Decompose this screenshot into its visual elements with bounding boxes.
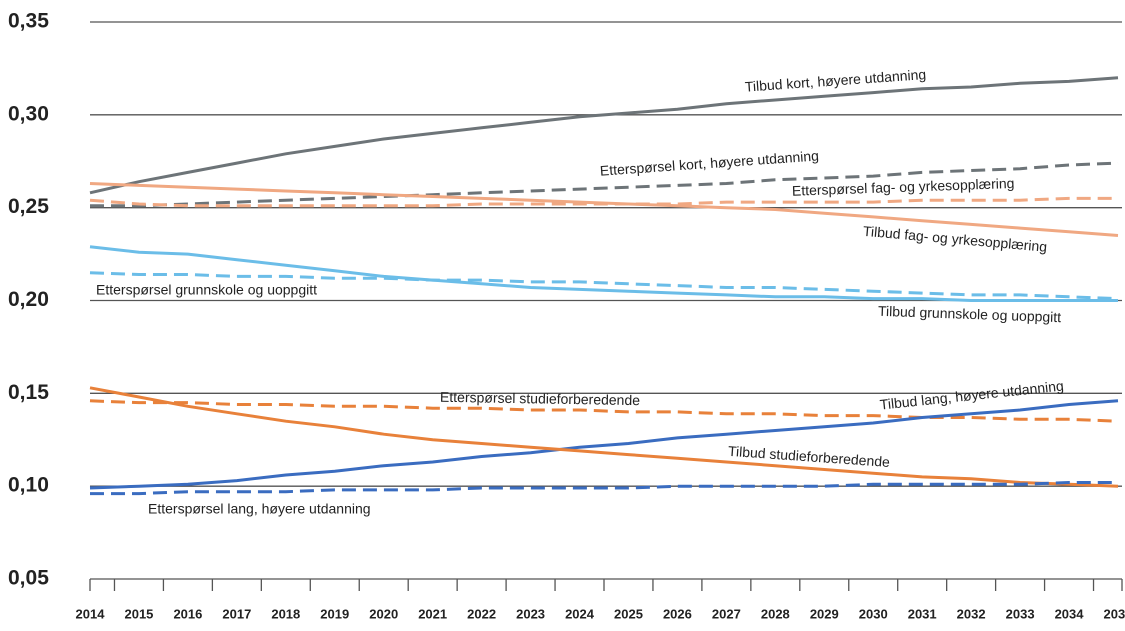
series-line bbox=[89, 182, 1119, 237]
series-line bbox=[89, 399, 1119, 490]
series-line bbox=[89, 271, 1119, 301]
x-tick-label: 2021 bbox=[418, 606, 447, 621]
x-tick-label: 2026 bbox=[663, 606, 692, 621]
series-line bbox=[89, 76, 1119, 195]
x-tick-label: 2020 bbox=[369, 606, 398, 621]
y-tick-label: 0,15 bbox=[8, 381, 49, 404]
x-tick-label: 2016 bbox=[173, 606, 202, 621]
series-line bbox=[89, 245, 1118, 302]
series-label: Etterspørsel lang, høyere utdanning bbox=[148, 501, 371, 517]
x-tick-label: 2024 bbox=[565, 606, 595, 621]
x-tick-label: 2017 bbox=[222, 606, 251, 621]
x-tick-label: 2015 bbox=[124, 606, 153, 621]
x-tick-label: 2029 bbox=[810, 606, 839, 621]
y-tick-label: 0,30 bbox=[8, 102, 49, 125]
x-tick-label: 2027 bbox=[712, 606, 741, 621]
y-tick-label: 0,20 bbox=[8, 288, 49, 311]
x-tick-label: 2032 bbox=[957, 606, 986, 621]
x-tick-label: 2014 bbox=[76, 606, 106, 621]
series-label: Tilbud studieforberedende bbox=[728, 443, 891, 470]
x-tick-label: 2034 bbox=[1055, 606, 1085, 621]
x-tick-label: 2028 bbox=[761, 606, 790, 621]
series-label: Etterspørsel studieforberedende bbox=[440, 389, 640, 408]
x-tick-label: 2033 bbox=[1006, 606, 1035, 621]
series-line bbox=[90, 481, 1118, 496]
series-line bbox=[89, 386, 1119, 488]
y-tick-label: 0,35 bbox=[8, 10, 49, 33]
x-tick-label: 2022 bbox=[467, 606, 496, 621]
series-label: Tilbud grunnskole og uoppgitt bbox=[878, 303, 1062, 325]
y-tick-label: 0,05 bbox=[8, 567, 49, 590]
x-tick-label: 2018 bbox=[271, 606, 300, 621]
series-line bbox=[89, 399, 1119, 423]
x-tick-label: 2030 bbox=[859, 606, 888, 621]
x-tick-label: 2025 bbox=[614, 606, 643, 621]
y-tick-label: 0,25 bbox=[8, 195, 49, 218]
x-tick-label: 2019 bbox=[320, 606, 349, 621]
x-tick-label: 2023 bbox=[516, 606, 545, 621]
series-label: Etterspørsel kort, høyere utdanning bbox=[599, 147, 819, 178]
series-line bbox=[90, 161, 1119, 208]
x-tick-label: 2035 bbox=[1104, 606, 1125, 621]
series-label: Etterspørsel fag- og yrkesopplæring bbox=[792, 175, 1015, 199]
y-tick-label: 0,10 bbox=[8, 474, 49, 497]
x-tick-label: 2031 bbox=[908, 606, 937, 621]
series-label: Etterspørsel grunnskole og uoppgitt bbox=[96, 282, 317, 298]
